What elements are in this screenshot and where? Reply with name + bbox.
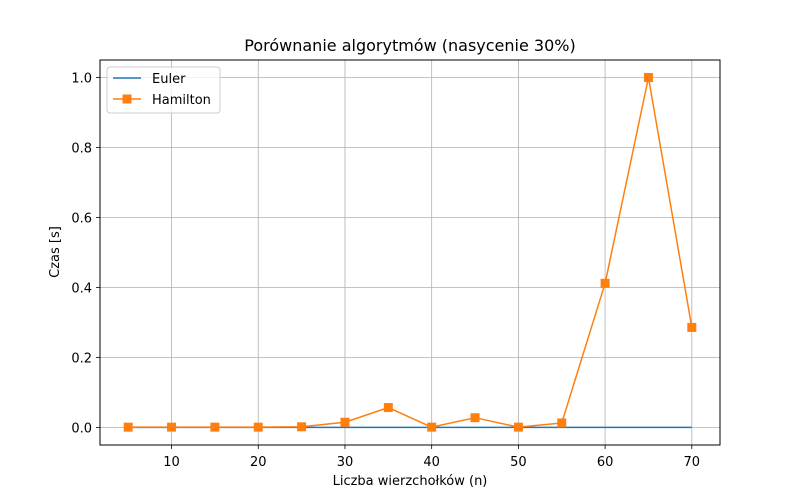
data-point-hamilton [557, 418, 567, 428]
y-tick-label: 0.0 [71, 422, 92, 437]
series-line-hamilton [128, 76, 693, 428]
plot-frame [99, 59, 721, 446]
x-tick-label: 20 [250, 455, 267, 470]
x-tick-label: 60 [597, 455, 614, 470]
x-tick-label: 70 [684, 455, 701, 470]
y-tick-label: 0.4 [71, 282, 92, 297]
y-tick-label: 0.6 [71, 212, 92, 227]
data-point-hamilton [297, 422, 307, 432]
chart-title: Porównanie algorytmów (nasycenie 30%) [244, 36, 575, 55]
legend-label-euler: Euler [152, 72, 186, 87]
axis-ticks: 10 20 30 40 50 60 70 0.0 0.2 0.4 0.6 0.8 1.0 [71, 72, 700, 471]
series-layer [123, 73, 697, 432]
data-point-hamilton [167, 422, 177, 432]
data-point-hamilton [427, 422, 437, 432]
data-point-hamilton [340, 417, 350, 427]
data-point-hamilton [123, 422, 133, 432]
legend-marker-hamilton [122, 94, 132, 104]
data-point-hamilton [210, 422, 220, 432]
x-axis-label: Liczba wierzchołków (n) [333, 474, 488, 489]
data-point-hamilton [687, 322, 697, 332]
x-tick-label: 40 [423, 455, 440, 470]
y-axis-label: Czas [s] [48, 226, 63, 278]
y-tick-label: 0.8 [71, 142, 92, 157]
data-point-hamilton [383, 403, 393, 413]
x-tick-label: 10 [163, 455, 180, 470]
data-point-hamilton [253, 422, 263, 432]
data-point-hamilton [600, 278, 610, 288]
data-point-hamilton [513, 422, 523, 432]
legend-label-hamilton: Hamilton [152, 93, 211, 108]
data-point-hamilton [470, 413, 480, 423]
legend: Euler Hamilton [106, 66, 221, 114]
y-tick-label: 0.2 [71, 352, 92, 367]
x-tick-label: 30 [337, 455, 354, 470]
y-tick-label: 1.0 [71, 72, 92, 87]
x-tick-label: 50 [510, 455, 527, 470]
data-point-hamilton [643, 73, 653, 82]
